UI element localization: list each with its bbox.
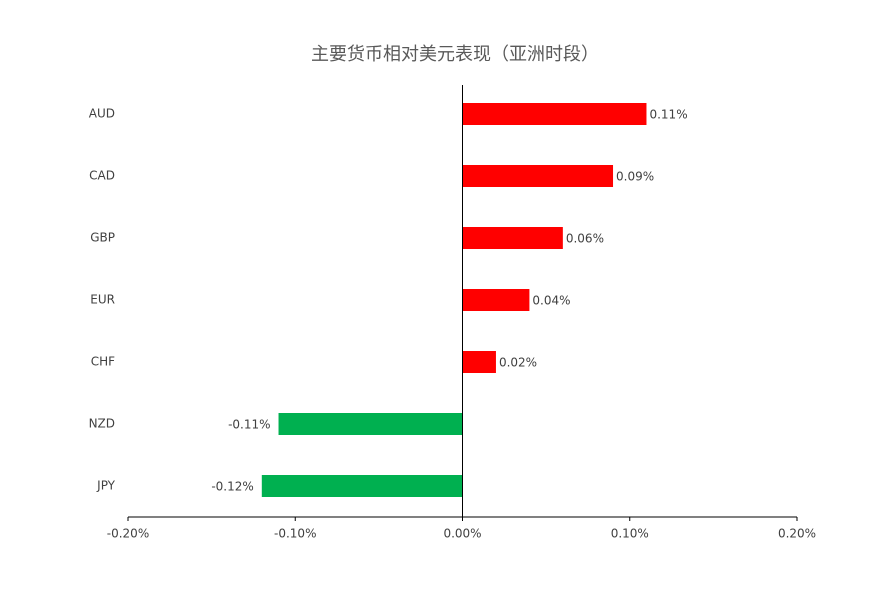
- y-tick-label: GBP: [90, 231, 115, 245]
- data-label: -0.11%: [228, 418, 270, 432]
- y-tick-label: EUR: [90, 293, 115, 307]
- data-label: 0.06%: [566, 232, 604, 246]
- bar: [462, 227, 563, 249]
- bar: [462, 165, 614, 187]
- x-tick-label: 0.10%: [611, 527, 649, 541]
- y-tick-label: AUD: [89, 107, 115, 121]
- x-tick-label: 0.00%: [443, 527, 481, 541]
- y-tick-label: CHF: [91, 355, 115, 369]
- y-tick-label: CAD: [89, 169, 115, 183]
- bar: [462, 103, 647, 125]
- y-tick-label: JPY: [96, 479, 116, 493]
- data-label: 0.09%: [616, 170, 654, 184]
- x-tick-label: -0.20%: [107, 527, 149, 541]
- data-label: 0.04%: [532, 294, 570, 308]
- bar: [462, 351, 496, 373]
- data-label: -0.12%: [211, 480, 253, 494]
- bar: [261, 475, 463, 497]
- chart-title: 主要货币相对美元表现（亚洲时段）: [311, 44, 599, 65]
- data-label: 0.02%: [499, 356, 537, 370]
- bar: [278, 413, 463, 435]
- y-tick-label: NZD: [89, 417, 115, 431]
- data-label: 0.11%: [649, 108, 687, 122]
- x-tick-label: 0.20%: [778, 527, 816, 541]
- bar: [462, 289, 530, 311]
- x-tick-label: -0.10%: [274, 527, 316, 541]
